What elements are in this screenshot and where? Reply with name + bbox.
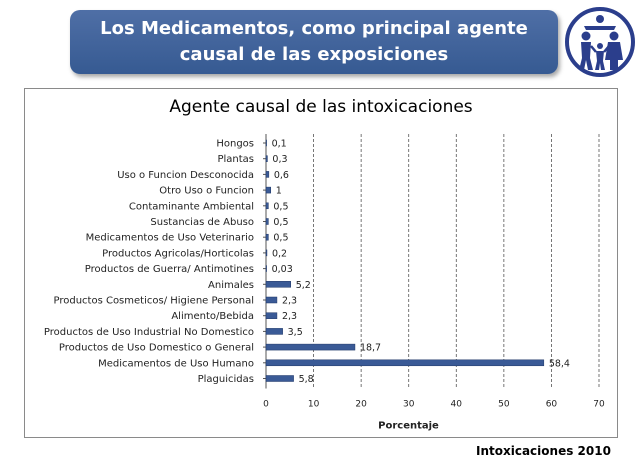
- category-label: Otro Uso o Funcion: [159, 186, 254, 197]
- bar: [265, 155, 268, 162]
- value-label: 0,5: [273, 233, 288, 244]
- category-label: Productos de Uso Domestico o General: [59, 343, 254, 354]
- category-label: Productos Agricolas/Horticolas: [102, 248, 254, 259]
- category-label: Contaminante Ambiental: [129, 201, 254, 212]
- category-label: Animales: [208, 280, 254, 291]
- category-label: Plaguicidas: [198, 374, 254, 385]
- bar: [265, 139, 267, 147]
- x-tick-label: 20: [355, 400, 367, 410]
- value-label: 2,3: [282, 296, 297, 307]
- category-label: Plantas: [217, 154, 254, 165]
- bar: [265, 375, 294, 382]
- bar: [265, 265, 267, 272]
- bar-chart: Hongos 0,1 Plantas 0,3 Uso o Funcion Descono…: [44, 134, 605, 432]
- title-banner: Los Medicamentos, como principal agente …: [70, 10, 558, 74]
- category-label: Sustancias de Abuso: [150, 217, 254, 228]
- x-tick-label: 0: [263, 400, 269, 410]
- category-label: Productos de Uso Industrial No Domestico: [44, 327, 254, 338]
- bar: [265, 186, 272, 194]
- value-label: 0,03: [272, 264, 293, 275]
- value-label: 1: [276, 186, 282, 197]
- x-tick-label: 60: [546, 400, 558, 410]
- x-tick-label: 10: [308, 400, 320, 410]
- bar: [265, 296, 278, 304]
- value-label: 0,5: [273, 217, 288, 228]
- value-label: 0,5: [273, 201, 288, 212]
- value-label: 0,6: [274, 170, 289, 181]
- bar: [265, 359, 545, 367]
- bar: [265, 202, 269, 210]
- category-label: Alimento/Bebida: [171, 311, 254, 322]
- value-label: 58,4: [549, 358, 570, 369]
- chart-frame: Agente causal de las intoxicaciones Hong…: [24, 88, 618, 438]
- value-label: 2,3: [282, 311, 297, 322]
- bar: [265, 343, 356, 351]
- category-label: Hongos: [216, 139, 254, 150]
- x-tick-label: 30: [403, 400, 415, 410]
- bar: [265, 218, 269, 225]
- x-tick-label: 40: [451, 400, 463, 410]
- banner-title: Los Medicamentos, como principal agente …: [100, 18, 528, 65]
- value-label: 5,2: [296, 280, 311, 291]
- bar: [265, 281, 291, 288]
- category-label: Productos Cosmeticos/ Higiene Personal: [53, 296, 254, 307]
- bar: [265, 249, 268, 257]
- x-tick-label: 70: [593, 400, 605, 410]
- category-label: Productos de Guerra/ Antimotines: [85, 264, 254, 275]
- value-label: 0,2: [272, 248, 287, 259]
- value-label: 18,7: [360, 343, 381, 354]
- footer-note: Intoxicaciones 2010: [476, 444, 611, 458]
- category-label: Medicamentos de Uso Humano: [98, 358, 254, 369]
- bar: [265, 171, 270, 178]
- bar: [265, 233, 269, 241]
- bar: [265, 328, 283, 335]
- x-tick-label: 50: [498, 400, 510, 410]
- value-label: 0,1: [272, 139, 287, 150]
- category-label: Uso o Funcion Desconocida: [117, 170, 254, 181]
- category-label: Medicamentos de Uso Veterinario: [86, 233, 254, 244]
- bar: [265, 312, 278, 319]
- value-label: 3,5: [288, 327, 303, 338]
- value-label: 0,3: [272, 154, 287, 165]
- value-label: 5,8: [299, 374, 314, 385]
- chart-title: Agente causal de las intoxicaciones: [169, 97, 473, 117]
- family-logo-icon: [565, 7, 635, 77]
- x-axis-title: Porcentaje: [378, 421, 439, 432]
